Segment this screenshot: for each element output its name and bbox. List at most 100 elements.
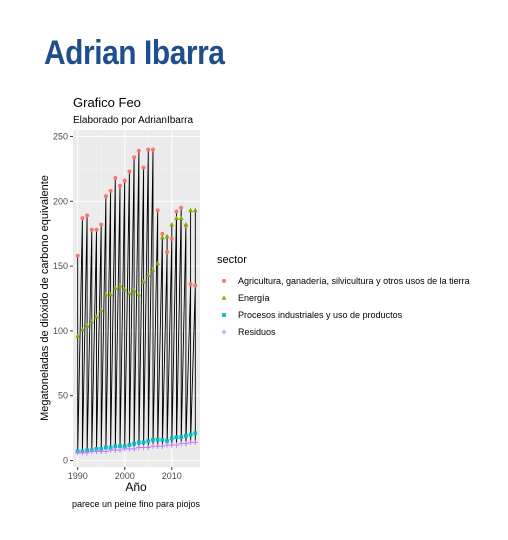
- data-point-series-1: [118, 183, 123, 188]
- data-point-series-1: [85, 213, 90, 218]
- data-point-series-2: [183, 222, 189, 227]
- axis-ticks: 0 50 100 150 200 250 1990 2000 2010: [53, 131, 182, 481]
- data-point-series-3: [160, 437, 165, 442]
- data-point-series-1: [108, 188, 113, 193]
- data-point-series-2: [150, 267, 156, 272]
- data-point-series-3: [113, 444, 118, 449]
- data-point-series-3: [188, 432, 193, 437]
- data-point-series-4: [159, 443, 165, 449]
- data-point-series-4: [84, 450, 90, 456]
- data-point-series-3: [169, 436, 174, 441]
- data-point-series-3: [183, 433, 188, 438]
- x-tick-label: 2000: [115, 471, 135, 481]
- data-point-series-3: [127, 443, 132, 447]
- data-point-series-1: [103, 194, 108, 199]
- y-tick-label: 250: [53, 131, 68, 141]
- data-lines: [77, 149, 196, 453]
- data-point-series-1: [169, 236, 174, 241]
- data-point-series-2: [127, 290, 132, 296]
- y-tick-label: 0: [63, 456, 68, 466]
- data-point-series-3: [118, 444, 122, 449]
- data-point-series-1: [165, 249, 170, 254]
- legend-label-1: Agricultura, ganadería, silvicultura y o…: [238, 276, 470, 286]
- data-point-series-1: [141, 165, 146, 170]
- data-line: [77, 149, 196, 453]
- data-point-series-4: [131, 446, 137, 452]
- data-point-series-1: [174, 209, 179, 214]
- data-point-series-2: [94, 314, 99, 319]
- data-point-series-1: [80, 216, 85, 221]
- data-point-series-3: [104, 445, 108, 450]
- data-point-series-2: [75, 333, 81, 338]
- data-point-series-4: [117, 447, 123, 453]
- data-point-series-4: [192, 439, 198, 445]
- data-point-series-4: [126, 446, 133, 452]
- data-point-series-2: [169, 222, 175, 227]
- data-point-series-1: [122, 178, 127, 183]
- data-point-series-3: [155, 437, 160, 442]
- chart-caption: parece un peine fino para piojos: [72, 499, 201, 509]
- data-markers: [75, 147, 198, 456]
- data-point-series-2: [192, 207, 198, 213]
- data-point-series-4: [93, 448, 100, 455]
- data-point-series-2: [178, 215, 184, 220]
- data-point-series-4: [173, 442, 180, 448]
- data-point-series-1: [179, 205, 184, 210]
- data-point-series-4: [75, 450, 81, 456]
- data-point-series-3: [179, 435, 184, 440]
- data-point-series-3: [146, 439, 151, 443]
- data-point-series-3: [193, 431, 198, 436]
- legend: Agricultura, ganadería, silvicultura y o…: [221, 276, 470, 337]
- data-point-series-1: [132, 155, 137, 160]
- legend-key-2: [221, 295, 227, 300]
- data-point-series-4: [183, 441, 189, 447]
- y-tick-label: 200: [53, 196, 68, 206]
- data-point-series-1: [136, 148, 141, 153]
- legend-label-3: Procesos industriales y uso de productos: [238, 310, 403, 320]
- y-axis-label: Megatoneladas de dióxido de carbono equi…: [39, 175, 51, 421]
- data-point-series-4: [145, 444, 151, 451]
- data-point-series-3: [151, 437, 155, 442]
- data-point-series-2: [188, 207, 193, 213]
- data-point-series-4: [155, 443, 161, 449]
- data-point-series-3: [165, 439, 169, 443]
- legend-key-1: [222, 279, 226, 283]
- y-tick-label: 50: [58, 391, 68, 401]
- data-point-series-2: [108, 292, 114, 297]
- data-point-series-4: [122, 446, 128, 452]
- legend-title: sector: [217, 254, 247, 266]
- data-point-series-4: [108, 447, 114, 453]
- data-point-series-4: [89, 448, 95, 455]
- data-point-series-4: [140, 444, 147, 451]
- x-tick-label: 2010: [162, 471, 182, 481]
- data-point-series-2: [122, 286, 128, 292]
- x-axis-label: Año: [125, 480, 147, 494]
- page-heading: Adrian Ibarra: [44, 34, 225, 72]
- data-point-series-2: [80, 327, 85, 332]
- x-tick-label: 1990: [68, 471, 88, 481]
- data-point-series-3: [174, 435, 179, 440]
- legend-key-4: [221, 329, 227, 335]
- data-point-series-4: [112, 447, 118, 453]
- data-point-series-2: [164, 233, 170, 239]
- data-point-series-1: [160, 231, 165, 236]
- y-tick-label: 150: [53, 261, 68, 271]
- data-point-series-4: [98, 448, 104, 455]
- data-point-series-3: [141, 440, 146, 445]
- data-point-series-1: [127, 169, 132, 174]
- data-point-series-4: [103, 448, 109, 455]
- data-point-series-1: [193, 283, 198, 288]
- data-point-series-2: [141, 279, 146, 284]
- data-point-series-4: [169, 442, 175, 448]
- data-point-series-1: [99, 222, 104, 227]
- chart-subtitle: Elaborado por AdrianIbarra: [73, 115, 194, 126]
- legend-label-4: Residuos: [238, 327, 276, 337]
- data-point-series-2: [159, 234, 165, 240]
- data-point-series-4: [79, 450, 86, 456]
- data-point-series-4: [150, 443, 156, 449]
- y-tick-label: 100: [53, 326, 68, 336]
- data-point-series-4: [136, 444, 142, 451]
- data-point-series-1: [113, 175, 118, 180]
- legend-label-2: Energía: [238, 293, 270, 303]
